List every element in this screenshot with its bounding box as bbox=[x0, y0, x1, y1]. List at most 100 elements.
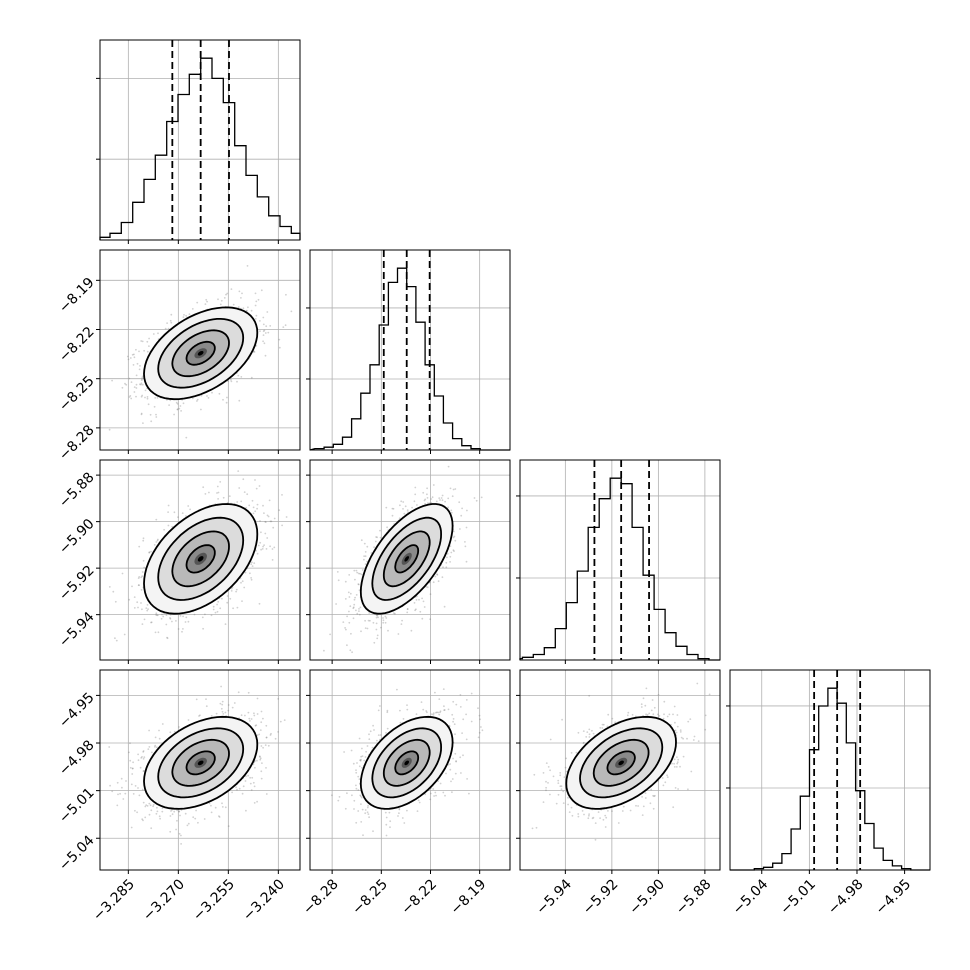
scatter-point bbox=[216, 492, 218, 494]
scatter-point bbox=[260, 710, 263, 713]
scatter-point bbox=[133, 596, 136, 598]
scatter-point bbox=[265, 548, 268, 550]
scatter-point bbox=[176, 403, 179, 405]
scatter-point bbox=[376, 536, 378, 539]
scatter-point bbox=[133, 386, 136, 388]
scatter-point bbox=[252, 512, 255, 515]
scatter-point bbox=[222, 398, 224, 401]
scatter-point bbox=[140, 589, 143, 591]
scatter-point bbox=[205, 298, 208, 301]
scatter-point bbox=[253, 562, 256, 564]
scatter-point bbox=[423, 606, 426, 608]
scatter-point bbox=[358, 608, 360, 610]
scatter-point bbox=[346, 615, 348, 618]
scatter-point bbox=[140, 412, 143, 415]
scatter-point bbox=[290, 310, 293, 313]
scatter-point bbox=[265, 793, 268, 795]
scatter-point bbox=[418, 598, 420, 601]
scatter-point bbox=[165, 623, 168, 626]
scatter-point bbox=[431, 496, 434, 499]
density-panel-1-4 bbox=[96, 669, 301, 874]
scatter-point bbox=[352, 607, 355, 610]
scatter-point bbox=[195, 809, 198, 812]
scatter-point bbox=[354, 596, 356, 599]
scatter-point bbox=[244, 571, 247, 574]
scatter-point bbox=[123, 633, 126, 636]
scatter-point bbox=[264, 332, 267, 334]
histogram-series bbox=[730, 687, 930, 871]
scatter-point bbox=[211, 391, 213, 394]
scatter-point bbox=[374, 540, 377, 543]
contour-line bbox=[143, 306, 259, 401]
scatter-point bbox=[150, 621, 153, 624]
scatter-point bbox=[251, 499, 254, 502]
scatter-point bbox=[422, 600, 425, 603]
scatter-point bbox=[220, 685, 223, 688]
scatter-point bbox=[269, 734, 272, 736]
scatter-point bbox=[267, 331, 270, 334]
scatter-point bbox=[251, 561, 253, 564]
scatter-point bbox=[178, 407, 181, 410]
scatter-point bbox=[360, 573, 363, 576]
scatter-point bbox=[133, 356, 136, 359]
scatter-point bbox=[111, 790, 114, 793]
scatter-point bbox=[429, 593, 432, 595]
scatter-point bbox=[150, 621, 152, 624]
scatter-point bbox=[139, 365, 141, 367]
scatter-point bbox=[375, 628, 378, 631]
scatter-point bbox=[250, 376, 253, 379]
scatter-point bbox=[237, 306, 240, 308]
scatter-point bbox=[247, 306, 249, 309]
scatter-point bbox=[278, 509, 281, 512]
scatter-point bbox=[353, 569, 356, 572]
scatter-point bbox=[138, 576, 141, 578]
contour-line bbox=[371, 516, 443, 601]
scatter-point bbox=[164, 327, 167, 330]
scatter-point bbox=[245, 309, 248, 312]
scatter-point bbox=[360, 539, 363, 542]
scatter-point bbox=[367, 619, 370, 622]
scatter-point bbox=[141, 575, 144, 578]
scatter-point bbox=[232, 607, 235, 610]
scatter-point bbox=[224, 623, 227, 625]
scatter-point bbox=[414, 609, 416, 612]
scatter-point bbox=[357, 572, 360, 575]
scatter-point bbox=[177, 628, 180, 630]
scatter-point bbox=[384, 621, 387, 624]
scatter-point bbox=[250, 577, 253, 579]
scatter-point bbox=[254, 304, 257, 307]
scatter-point bbox=[238, 487, 241, 489]
scatter-point bbox=[450, 511, 453, 514]
scatter-point bbox=[268, 499, 271, 502]
contour-line bbox=[394, 544, 420, 574]
scatter-point bbox=[154, 397, 157, 399]
scatter-point bbox=[175, 620, 177, 622]
scatter-point bbox=[230, 380, 233, 383]
scatter-point bbox=[155, 614, 157, 616]
scatter-point bbox=[262, 334, 265, 336]
scatter-point bbox=[281, 524, 283, 527]
scatter-point bbox=[203, 818, 206, 820]
scatter-point bbox=[140, 379, 143, 381]
scatter-point bbox=[270, 520, 273, 523]
scatter-point bbox=[137, 584, 140, 586]
scatter-point bbox=[182, 316, 185, 318]
hist-panel-1 bbox=[96, 39, 301, 244]
scatter-point bbox=[161, 810, 164, 813]
scatter-point bbox=[447, 465, 450, 468]
scatter-point bbox=[169, 617, 171, 619]
contour-line bbox=[157, 516, 245, 601]
scatter-point bbox=[159, 817, 162, 820]
scatter-point bbox=[124, 382, 126, 385]
contour-line bbox=[185, 340, 216, 366]
scatter-point bbox=[182, 615, 185, 618]
scatter-point bbox=[452, 549, 455, 552]
scatter-point bbox=[460, 514, 463, 517]
scatter-point bbox=[238, 290, 241, 293]
scatter-point bbox=[421, 617, 424, 620]
scatter-point bbox=[278, 346, 281, 349]
scatter-point bbox=[366, 627, 369, 630]
panel-content bbox=[108, 265, 293, 439]
scatter-point bbox=[256, 713, 259, 715]
scatter-point bbox=[263, 329, 266, 332]
